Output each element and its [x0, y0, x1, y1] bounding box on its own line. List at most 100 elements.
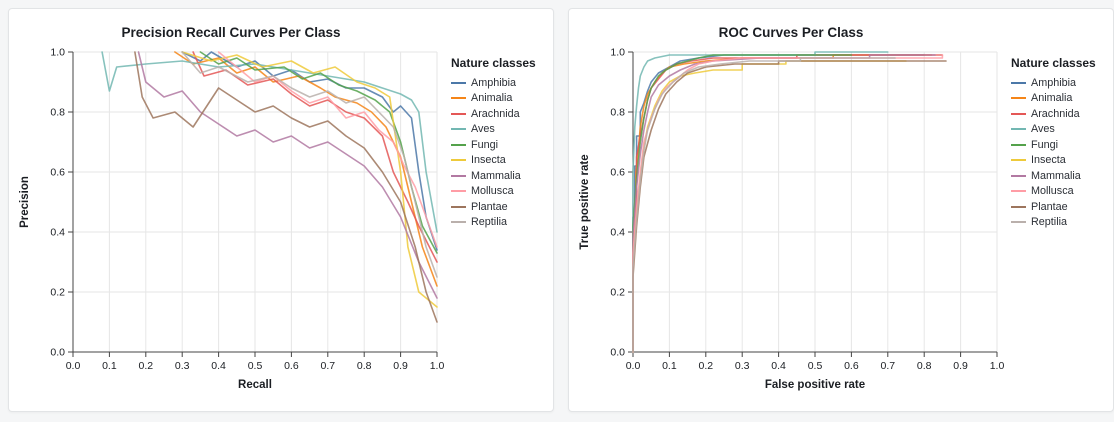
legend-label: Amphibia: [1031, 76, 1077, 89]
legend-line-symbol: [451, 205, 466, 208]
pr-chart-card: Precision Recall Curves Per Class 0.0 0.1…: [8, 8, 554, 412]
legend-label: Mammalia: [1031, 169, 1081, 182]
x-tick-label: 0.3: [175, 360, 190, 372]
legend-item-arachnida: Arachnida: [451, 106, 547, 122]
legend-label: Animalia: [471, 92, 513, 105]
series-line-aves: [632, 51, 889, 353]
series-line-amphibia: [632, 54, 926, 353]
x-tick-label: 0.8: [357, 360, 372, 372]
series-line-mammalia: [137, 51, 438, 299]
series-line-animalia: [632, 54, 933, 353]
legend-line-symbol: [451, 97, 466, 100]
y-tick-label: 1.0: [610, 47, 625, 59]
legend-label: Insecta: [471, 154, 506, 167]
y-tick-label: 0.2: [610, 287, 625, 299]
legend-line-symbol: [451, 112, 466, 115]
legend-item-reptilia: Reptilia: [451, 215, 547, 231]
x-tick-label: 0.5: [808, 360, 823, 372]
series-line-insecta: [181, 51, 438, 308]
y-tick-label: 0.8: [50, 107, 65, 119]
legend-line-symbol: [451, 174, 466, 177]
roc-chart-legend: Nature classes Amphibia Animalia Arachnida…: [1007, 42, 1107, 230]
legend-label: Arachnida: [471, 107, 520, 120]
legend-item-aves: Aves: [451, 122, 547, 138]
series-line-plantae: [134, 51, 438, 323]
legend-item-animalia: Animalia: [1011, 91, 1107, 107]
x-tick-label: 0.8: [917, 360, 932, 372]
legend-line-symbol: [1011, 112, 1026, 115]
x-tick-label: 0.9: [393, 360, 408, 372]
series-line-reptilia: [632, 57, 896, 353]
y-axis-title: True positive rate: [579, 154, 591, 249]
x-tick-label: 0.4: [211, 360, 226, 372]
legend-title: Nature classes: [1011, 56, 1096, 70]
roc-chart-body: 0.0 0.1 0.2 0.3 0.4 0.5 0.6 0.7 0.8 0.9 1.0 0.0 0.2 0…: [575, 42, 1107, 404]
legend-label: Amphibia: [471, 76, 517, 89]
legend-item-mammalia: Mammalia: [1011, 168, 1107, 184]
y-tick-label: 0.4: [610, 227, 625, 239]
x-tick-label: 0.3: [735, 360, 750, 372]
x-tick-label: 0.0: [66, 360, 81, 372]
legend-item-animalia: Animalia: [451, 91, 547, 107]
series-line-fungi: [632, 54, 853, 353]
y-tick-label: 0.6: [610, 167, 625, 179]
series-line-plantae: [632, 60, 947, 353]
y-tick-label: 1.0: [50, 47, 65, 59]
y-tick-label: 0.4: [50, 227, 65, 239]
roc-chart-plot: 0.0 0.1 0.2 0.3 0.4 0.5 0.6 0.7 0.8 0.9 1.0 0.0 0.2 0…: [579, 47, 1005, 392]
pr-chart-title: Precision Recall Curves Per Class: [121, 25, 341, 40]
legend-label: Fungi: [1031, 138, 1059, 151]
series-line-mollusca: [632, 54, 944, 353]
legend-line-symbol: [1011, 174, 1026, 177]
series-line-arachnida: [632, 54, 944, 353]
legend-item-plantae: Plantae: [451, 199, 547, 215]
series-line-insecta: [632, 60, 907, 353]
x-tick-label: 0.5: [248, 360, 263, 372]
legend-item-fungi: Fungi: [451, 137, 547, 153]
x-tick-label: 1.0: [430, 360, 445, 372]
legend-item-insecta: Insecta: [1011, 153, 1107, 169]
legend-line-symbol: [451, 159, 466, 162]
legend-label: Fungi: [471, 138, 499, 151]
y-tick-label: 0.0: [50, 347, 65, 359]
legend-items: Amphibia Animalia Arachnida Aves Fungi Insect…: [1011, 75, 1107, 230]
legend-item-arachnida: Arachnida: [1011, 106, 1107, 122]
legend-label: Insecta: [1031, 154, 1066, 167]
legend-item-insecta: Insecta: [451, 153, 547, 169]
legend-label: Mollusca: [1031, 185, 1074, 198]
legend-item-aves: Aves: [1011, 122, 1107, 138]
x-tick-label: 0.2: [138, 360, 153, 372]
legend-item-plantae: Plantae: [1011, 199, 1107, 215]
legend-label: Mammalia: [471, 169, 521, 182]
legend-item-mammalia: Mammalia: [451, 168, 547, 184]
legend-line-symbol: [451, 190, 466, 193]
legend-item-reptilia: Reptilia: [1011, 215, 1107, 231]
pr-chart-plot: 0.0 0.1 0.2 0.3 0.4 0.5 0.6 0.7 0.8 0.9 1.0 0.0 0.2 0…: [19, 47, 445, 392]
legend-line-symbol: [1011, 221, 1026, 224]
x-tick-label: 0.7: [320, 360, 335, 372]
legend-line-symbol: [451, 221, 466, 224]
y-tick-label: 0.2: [50, 287, 65, 299]
legend-item-mollusca: Mollusca: [1011, 184, 1107, 200]
x-axis-title: Recall: [238, 379, 272, 391]
y-tick-label: 0.8: [610, 107, 625, 119]
y-axis-title: Precision: [19, 176, 31, 228]
legend-line-symbol: [1011, 97, 1026, 100]
legend-item-amphibia: Amphibia: [451, 75, 547, 91]
legend-line-symbol: [1011, 205, 1026, 208]
legend-line-symbol: [451, 143, 466, 146]
pr-chart-body: 0.0 0.1 0.2 0.3 0.4 0.5 0.6 0.7 0.8 0.9 1.0 0.0 0.2 0…: [15, 42, 547, 404]
x-tick-label: 0.9: [953, 360, 968, 372]
legend-label: Aves: [471, 123, 495, 136]
series-line-mollusca: [217, 51, 438, 248]
legend-line-symbol: [1011, 190, 1026, 193]
x-tick-label: 0.2: [698, 360, 713, 372]
y-tick-label: 0.6: [50, 167, 65, 179]
legend-line-symbol: [1011, 159, 1026, 162]
x-axis-title: False positive rate: [765, 379, 865, 391]
x-tick-label: 1.0: [990, 360, 1005, 372]
roc-chart-card: ROC Curves Per Class 0.0 0.1 0.2 0.3 0.4 0.5 0…: [568, 8, 1114, 412]
series-line-fungi: [199, 51, 438, 254]
legend-label: Aves: [1031, 123, 1055, 136]
series-line-animalia: [174, 51, 438, 287]
